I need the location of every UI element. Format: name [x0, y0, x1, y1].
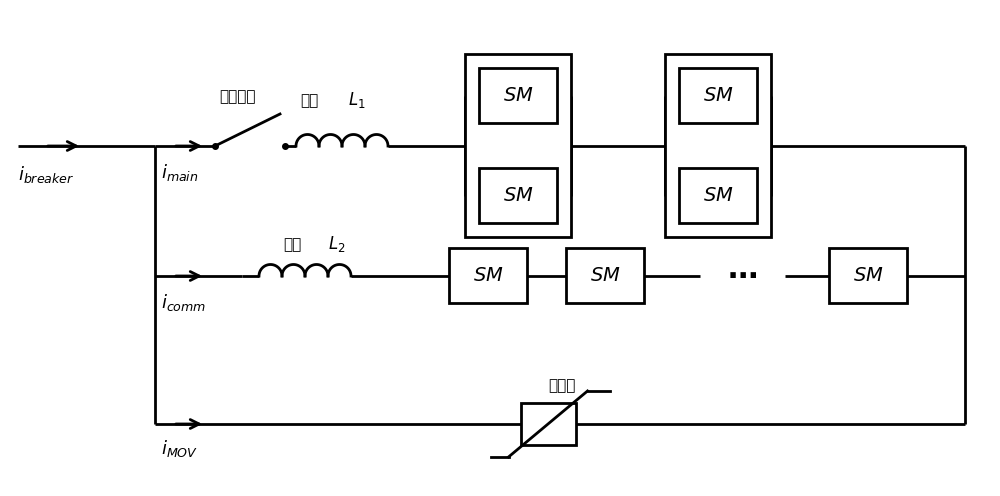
Text: $L_2$: $L_2$ [328, 234, 346, 254]
Text: 电感: 电感 [283, 237, 301, 252]
Text: $SM$: $SM$ [703, 187, 733, 205]
Text: $i_{breaker}$: $i_{breaker}$ [18, 164, 75, 185]
Bar [566, 248, 644, 304]
Bar [679, 68, 757, 124]
Text: $\boldsymbol{\cdots}$: $\boldsymbol{\cdots}$ [727, 261, 757, 291]
Text: $L_1$: $L_1$ [348, 90, 366, 110]
Bar [479, 169, 557, 224]
Text: $SM$: $SM$ [590, 267, 620, 285]
Bar [465, 55, 571, 238]
Bar [829, 248, 907, 304]
Bar [520, 403, 576, 445]
Text: $i_{main}$: $i_{main}$ [161, 162, 199, 183]
Text: $SM$: $SM$ [703, 87, 733, 105]
Bar [479, 68, 557, 124]
Bar [449, 248, 527, 304]
Text: 避雷器: 避雷器 [548, 378, 576, 393]
Text: $SM$: $SM$ [503, 87, 533, 105]
Text: $i_{MOV}$: $i_{MOV}$ [161, 438, 198, 459]
Text: 电感: 电感 [300, 93, 318, 108]
Text: $i_{comm}$: $i_{comm}$ [161, 292, 206, 313]
Text: $SM$: $SM$ [853, 267, 883, 285]
Text: $SM$: $SM$ [473, 267, 503, 285]
Text: 机械开关: 机械开关 [220, 89, 256, 104]
Bar [665, 55, 771, 238]
Bar [679, 169, 757, 224]
Text: $SM$: $SM$ [503, 187, 533, 205]
